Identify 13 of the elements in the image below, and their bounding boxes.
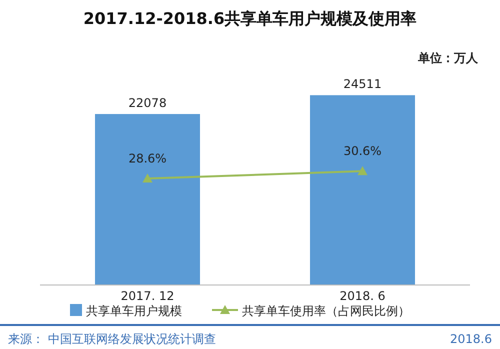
x-tick-label: 2018. 6 xyxy=(340,289,386,303)
x-tick-label: 2017. 12 xyxy=(120,289,174,303)
text: 2018.6 xyxy=(450,332,492,346)
data-label: 30.6% xyxy=(343,144,382,158)
text: 单位：万人 xyxy=(417,51,479,65)
legend-label: 共享单车使用率（占网民比例） xyxy=(242,304,410,318)
legend-label: 共享单车用户规模 xyxy=(86,304,182,318)
data-label: 22078 xyxy=(128,96,167,110)
data-label: 28.6% xyxy=(128,152,167,166)
source-note: 来源： xyxy=(8,332,44,346)
data-label: 24511 xyxy=(343,77,382,92)
chart-title: 2017.12-2018.6共享单车用户规模及使用率 xyxy=(83,9,417,28)
text: 中国互联网络发展状况统计调查 xyxy=(48,332,216,346)
